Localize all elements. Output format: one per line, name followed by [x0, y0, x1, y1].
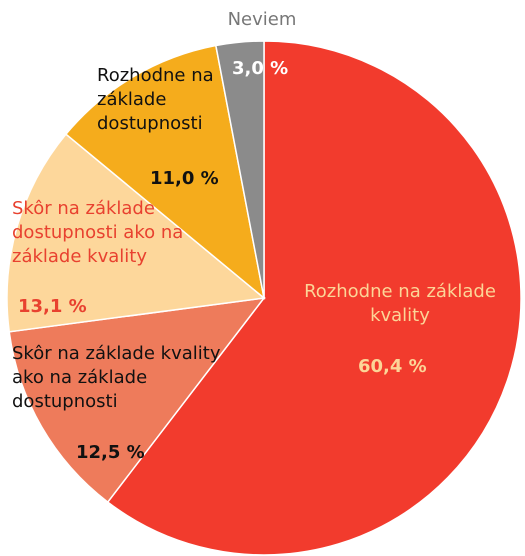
value-label: 3,0 %: [232, 58, 289, 79]
pie-slice: [64, 44, 266, 300]
slice-label: Rozhodne na základe kvality: [304, 281, 496, 326]
value-label: 13,1 %: [18, 296, 87, 317]
pie-slice: [8, 297, 266, 504]
value-label: 11,0 %: [150, 168, 219, 189]
slice-label: Skôr na základe dostupnosti ako na zákla…: [12, 198, 184, 267]
slice-label: Rozhodne na základe dostupnosti: [97, 65, 214, 134]
pie-slice: [6, 133, 266, 333]
slice-label: Neviem: [227, 9, 297, 30]
value-label: 12,5 %: [76, 442, 145, 463]
pie-slice: [214, 40, 265, 299]
value-label: 60,4 %: [358, 356, 427, 377]
slice-label: Skôr na základe kvality ako na základe d…: [12, 343, 221, 412]
pie-slice: [106, 40, 522, 556]
